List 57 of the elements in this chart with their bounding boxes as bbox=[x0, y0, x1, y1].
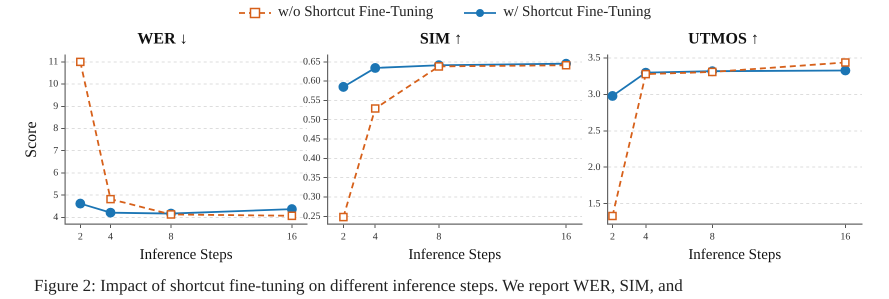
y-tick-label: 2.0 bbox=[588, 162, 600, 173]
y-tick-label: 0.30 bbox=[303, 192, 320, 203]
point bbox=[106, 208, 116, 218]
y-tick-label: 3.0 bbox=[588, 89, 600, 100]
point bbox=[608, 212, 617, 220]
point bbox=[106, 194, 115, 204]
y-tick-label: 0.45 bbox=[303, 134, 320, 145]
point bbox=[370, 104, 380, 113]
x-tick-label: 2 bbox=[78, 232, 83, 243]
chart-title: UTMOS ↑ bbox=[688, 30, 759, 48]
y-tick-label: 0.65 bbox=[303, 56, 320, 68]
point bbox=[339, 212, 348, 222]
legend-label: w/ Shortcut Fine-Tuning bbox=[503, 4, 652, 21]
y-tick-label: 7 bbox=[53, 145, 58, 156]
chart-title: WER ↓ bbox=[137, 30, 188, 48]
legend-label: w/o Shortcut Fine-Tuning bbox=[278, 4, 434, 21]
y-tick-label: 10 bbox=[48, 78, 58, 90]
point bbox=[75, 198, 86, 209]
x-tick-label: 8 bbox=[168, 232, 174, 243]
caption: Figure 2: Impact of shortcut fine-tuning on different inference steps. We report WER, SIM, and bbox=[34, 276, 683, 296]
y-tick-label: 0.60 bbox=[303, 76, 320, 87]
x-tick-label: 2 bbox=[610, 232, 615, 243]
x-axis-title: Inference Steps bbox=[408, 246, 502, 263]
x-tick-label: 16 bbox=[561, 232, 572, 243]
x-tick-label: 4 bbox=[108, 232, 114, 243]
y-tick-label: 1.5 bbox=[588, 198, 600, 210]
y-tick-label: 0.40 bbox=[303, 152, 320, 164]
point bbox=[840, 66, 850, 76]
x-tick-label: 4 bbox=[372, 232, 378, 243]
x-tick-label: 16 bbox=[840, 232, 850, 243]
point bbox=[76, 58, 85, 66]
point bbox=[370, 62, 380, 73]
y-tick-label: 0.35 bbox=[303, 172, 320, 184]
x-tick-label: 2 bbox=[340, 232, 346, 243]
y-tick-label: 0.55 bbox=[303, 95, 320, 106]
y-tick-label: 6 bbox=[53, 168, 58, 179]
y-tick-label: 8 bbox=[53, 123, 58, 134]
x-tick-label: 4 bbox=[643, 232, 648, 243]
y-tick-label: 11 bbox=[48, 56, 58, 68]
y-tick-label: 3.5 bbox=[588, 52, 600, 64]
y-tick-label: 9 bbox=[53, 100, 58, 112]
x-axis-title: Inference Steps bbox=[688, 246, 782, 263]
y-tick-label: 0.25 bbox=[303, 210, 320, 222]
x-tick-label: 16 bbox=[286, 232, 297, 243]
point bbox=[338, 82, 348, 92]
y-tick-label: 2.5 bbox=[588, 125, 600, 136]
y-tick-label: 5 bbox=[53, 190, 58, 201]
x-tick-label: 8 bbox=[710, 232, 715, 243]
point bbox=[288, 211, 296, 220]
point bbox=[841, 58, 850, 67]
y-tick-label: 0.50 bbox=[303, 114, 320, 126]
y-axis-title: Score bbox=[22, 121, 40, 158]
x-tick-label: 8 bbox=[436, 232, 442, 243]
y-tick-label: 4 bbox=[53, 212, 58, 223]
point bbox=[608, 90, 618, 101]
chart-title: SIM ↑ bbox=[420, 30, 462, 48]
x-axis-title: Inference Steps bbox=[140, 246, 233, 263]
